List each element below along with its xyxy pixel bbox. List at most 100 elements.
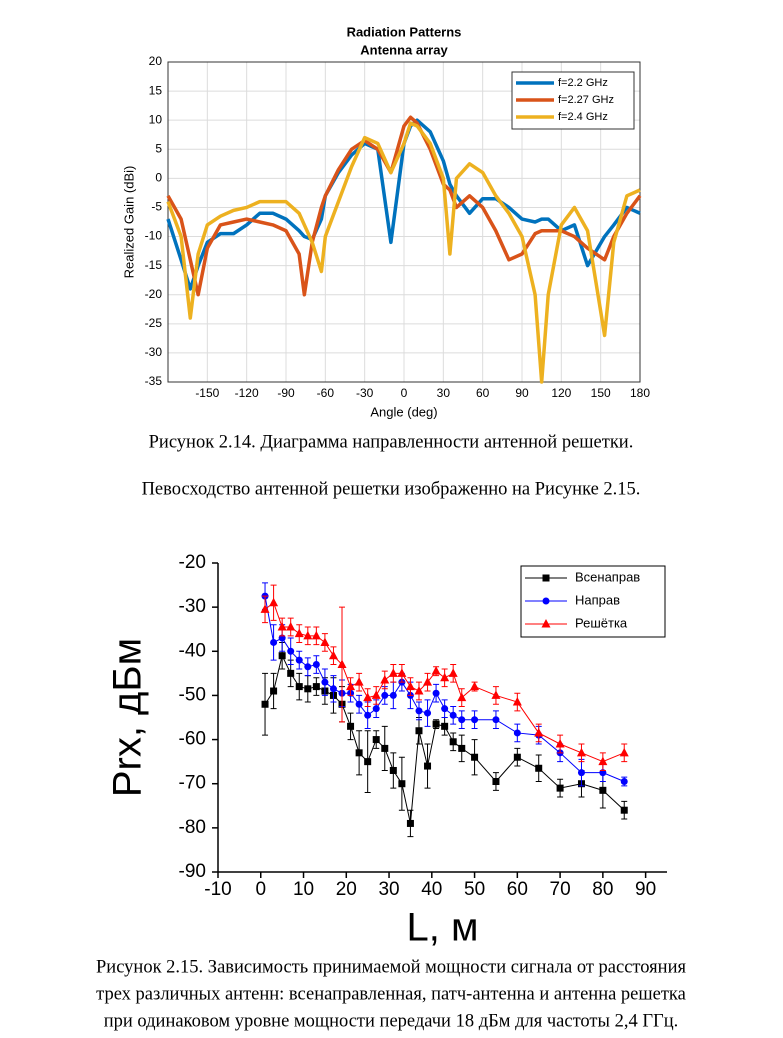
marker bbox=[620, 778, 628, 786]
y-tick-label: 20 bbox=[149, 54, 163, 68]
marker bbox=[440, 672, 450, 682]
marker bbox=[371, 690, 381, 699]
x-tick-label: 20 bbox=[336, 879, 357, 900]
legend-label: f=2.27 GHz bbox=[558, 94, 614, 106]
marker bbox=[295, 656, 303, 664]
legend-label: Решётка bbox=[575, 615, 628, 630]
y-axis-label: Realized Gain (dBi) bbox=[121, 166, 136, 279]
marker bbox=[470, 681, 480, 691]
marker bbox=[328, 650, 338, 660]
x-tick-label: -30 bbox=[356, 386, 374, 400]
x-tick-label: -120 bbox=[235, 386, 259, 400]
marker bbox=[449, 711, 457, 719]
y-tick-label: -30 bbox=[179, 596, 206, 617]
y-tick-label: -35 bbox=[145, 374, 163, 388]
marker bbox=[270, 638, 278, 646]
marker bbox=[261, 700, 269, 708]
marker bbox=[555, 738, 565, 748]
marker bbox=[492, 778, 500, 786]
x-tick-label: 30 bbox=[378, 879, 399, 900]
marker bbox=[415, 707, 423, 715]
marker bbox=[620, 806, 628, 814]
x-tick-label: -10 bbox=[204, 879, 231, 900]
marker bbox=[355, 749, 363, 757]
x-tick-label: 60 bbox=[476, 386, 490, 400]
marker bbox=[380, 674, 390, 684]
marker bbox=[491, 690, 501, 699]
y-tick-label: -80 bbox=[179, 817, 206, 838]
y-axis-label: Prx, дБм bbox=[106, 638, 150, 797]
marker bbox=[278, 652, 286, 660]
marker bbox=[448, 668, 458, 677]
x-tick-label: 0 bbox=[401, 386, 408, 400]
legend-marker bbox=[542, 597, 550, 605]
marker bbox=[363, 692, 373, 702]
marker bbox=[424, 709, 432, 717]
caption: Рисунок 2.15. Зависимость принимаемой мо… bbox=[96, 957, 686, 977]
marker bbox=[431, 666, 441, 675]
y-tick-label: 15 bbox=[149, 83, 163, 97]
x-tick-label: 120 bbox=[551, 386, 571, 400]
marker bbox=[397, 668, 407, 677]
y-tick-label: -50 bbox=[179, 684, 206, 705]
marker bbox=[471, 716, 479, 724]
y-tick-label: -20 bbox=[145, 287, 163, 301]
marker bbox=[372, 705, 380, 713]
x-axis-label: Angle (deg) bbox=[370, 404, 437, 419]
marker bbox=[311, 630, 321, 640]
y-tick-label: -60 bbox=[179, 729, 206, 750]
y-tick-label: -40 bbox=[179, 640, 206, 661]
marker bbox=[534, 727, 544, 737]
marker bbox=[405, 681, 415, 691]
y-tick-label: 10 bbox=[149, 112, 163, 126]
marker bbox=[513, 729, 521, 737]
y-tick-label: -20 bbox=[179, 552, 206, 573]
marker bbox=[277, 622, 287, 631]
x-tick-label: -90 bbox=[277, 386, 295, 400]
marker bbox=[458, 744, 466, 752]
marker bbox=[304, 663, 312, 671]
marker bbox=[372, 736, 380, 744]
x-tick-label: 180 bbox=[630, 386, 650, 400]
marker bbox=[304, 685, 312, 693]
marker bbox=[354, 677, 364, 686]
marker bbox=[303, 630, 313, 640]
marker bbox=[389, 766, 397, 774]
marker bbox=[471, 753, 479, 761]
x-axis-label: L, м bbox=[407, 906, 479, 950]
legend-marker bbox=[542, 574, 550, 582]
marker bbox=[347, 722, 355, 730]
marker bbox=[406, 819, 414, 827]
caption: трех различных антенн: всенаправленная, … bbox=[96, 984, 686, 1004]
marker bbox=[556, 784, 564, 792]
y-tick-label: -25 bbox=[145, 316, 163, 330]
marker bbox=[424, 762, 432, 770]
y-tick-label: -10 bbox=[145, 229, 163, 243]
marker bbox=[295, 683, 303, 691]
x-tick-label: 50 bbox=[464, 879, 485, 900]
y-tick-label: -15 bbox=[145, 258, 163, 272]
marker bbox=[513, 753, 521, 761]
marker bbox=[423, 677, 433, 686]
marker bbox=[458, 716, 466, 724]
caption: при одинаковом уровне мощности передачи … bbox=[104, 1011, 679, 1031]
marker bbox=[598, 756, 608, 766]
x-tick-label: 150 bbox=[591, 386, 611, 400]
x-tick-label: 40 bbox=[421, 879, 442, 900]
y-tick-label: -70 bbox=[179, 773, 206, 794]
marker bbox=[414, 686, 424, 695]
marker bbox=[364, 758, 372, 766]
y-tick-label: -30 bbox=[145, 345, 163, 359]
x-tick-label: 30 bbox=[437, 386, 451, 400]
caption: Рисунок 2.14. Диаграмма направленности а… bbox=[149, 432, 634, 452]
x-tick-label: -150 bbox=[195, 386, 219, 400]
marker bbox=[320, 637, 330, 646]
marker bbox=[512, 697, 522, 706]
marker bbox=[286, 622, 296, 631]
marker bbox=[329, 685, 337, 693]
marker bbox=[270, 687, 278, 695]
chart-title: Radiation Patterns bbox=[347, 24, 462, 39]
x-tick-label: 80 bbox=[592, 879, 613, 900]
marker bbox=[321, 678, 329, 686]
